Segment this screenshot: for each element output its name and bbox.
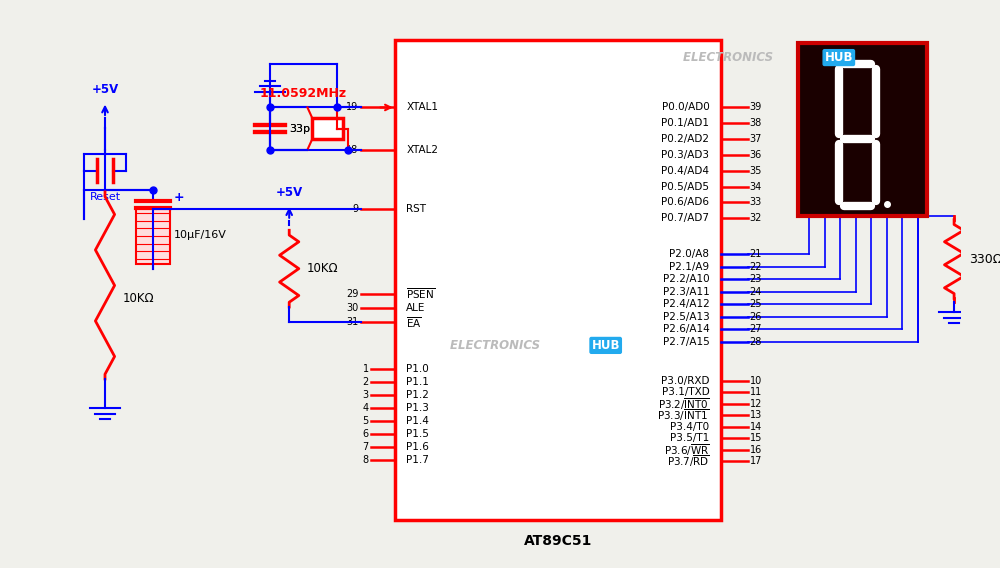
Text: P3.4/T0: P3.4/T0: [670, 422, 709, 432]
Text: P3.2/$\overline{\mathrm{INT0}}$: P3.2/$\overline{\mathrm{INT0}}$: [658, 396, 709, 412]
Text: P1.2: P1.2: [406, 390, 429, 400]
Text: P0.4/AD4: P0.4/AD4: [661, 166, 709, 176]
Text: P3.5/T1: P3.5/T1: [670, 433, 709, 444]
Text: 27: 27: [750, 324, 762, 334]
Text: 26: 26: [750, 312, 762, 321]
Text: XTAL2: XTAL2: [406, 145, 438, 154]
Text: RST: RST: [406, 204, 426, 214]
Text: ELECTRONICS: ELECTRONICS: [450, 339, 545, 352]
Text: 10KΩ: 10KΩ: [306, 262, 338, 275]
Text: P1.4: P1.4: [406, 416, 429, 426]
Text: 6: 6: [363, 429, 369, 438]
Text: P0.1/AD1: P0.1/AD1: [661, 118, 709, 128]
Text: 11: 11: [750, 387, 762, 398]
Text: 22: 22: [750, 262, 762, 272]
Text: 15: 15: [750, 433, 762, 444]
Text: ALE: ALE: [406, 303, 426, 313]
Text: P1.0: P1.0: [406, 364, 429, 374]
Text: P1.1: P1.1: [406, 377, 429, 387]
Text: 12: 12: [750, 399, 762, 409]
Text: 5: 5: [363, 416, 369, 426]
Text: Reset: Reset: [89, 192, 121, 202]
Text: P3.3/$\overline{\mathrm{INT1}}$: P3.3/$\overline{\mathrm{INT1}}$: [657, 408, 709, 423]
Text: 31: 31: [346, 318, 358, 327]
Text: P2.2/A10: P2.2/A10: [663, 274, 709, 284]
Text: 39: 39: [750, 102, 762, 112]
Text: P3.0/RXD: P3.0/RXD: [661, 376, 709, 386]
Bar: [395, 40, 721, 520]
Text: 7: 7: [363, 442, 369, 452]
Text: +5V: +5V: [276, 186, 303, 199]
Text: $\overline{\mathrm{EA}}$: $\overline{\mathrm{EA}}$: [406, 315, 422, 330]
Text: 21: 21: [750, 249, 762, 259]
Bar: [798, 43, 927, 216]
Text: P0.3/AD3: P0.3/AD3: [661, 150, 709, 160]
Text: ELECTRONICS: ELECTRONICS: [683, 51, 777, 64]
Text: P3.7/$\overline{\mathrm{RD}}$: P3.7/$\overline{\mathrm{RD}}$: [667, 454, 709, 469]
Text: 38: 38: [750, 118, 762, 128]
Text: 33: 33: [750, 198, 762, 207]
Text: 33pF: 33pF: [289, 124, 317, 133]
Text: P2.4/A12: P2.4/A12: [663, 299, 709, 309]
Text: 32: 32: [750, 213, 762, 223]
Text: 28: 28: [750, 337, 762, 346]
Bar: [136, 208, 170, 264]
Text: 30: 30: [346, 303, 358, 313]
Text: 17: 17: [750, 457, 762, 466]
Text: 330Ω: 330Ω: [969, 253, 1000, 266]
Text: 13: 13: [750, 411, 762, 420]
Text: 10KΩ: 10KΩ: [122, 293, 154, 306]
Text: P1.3: P1.3: [406, 403, 429, 413]
Text: P2.6/A14: P2.6/A14: [663, 324, 709, 334]
Text: 29: 29: [346, 289, 358, 299]
Text: P2.7/A15: P2.7/A15: [663, 337, 709, 346]
Text: 10µF/16V: 10µF/16V: [174, 230, 227, 240]
Text: 8: 8: [363, 454, 369, 465]
Text: 23: 23: [750, 274, 762, 284]
Text: 9: 9: [352, 204, 358, 214]
Text: AT89C51: AT89C51: [524, 534, 592, 549]
Text: P2.5/A13: P2.5/A13: [663, 312, 709, 321]
Text: P3.6/$\overline{\mathrm{WR}}$: P3.6/$\overline{\mathrm{WR}}$: [664, 442, 709, 458]
Text: 25: 25: [750, 299, 762, 309]
Text: P2.1/A9: P2.1/A9: [669, 262, 709, 272]
Text: 18: 18: [346, 145, 358, 154]
Text: P0.5/AD5: P0.5/AD5: [661, 182, 709, 191]
Text: 4: 4: [363, 403, 369, 413]
Text: P0.2/AD2: P0.2/AD2: [661, 134, 709, 144]
Text: 34: 34: [750, 182, 762, 191]
Text: P1.7: P1.7: [406, 454, 429, 465]
Text: +5V: +5V: [91, 83, 119, 96]
Text: XTAL1: XTAL1: [406, 102, 438, 112]
Text: 37: 37: [750, 134, 762, 144]
Text: P1.6: P1.6: [406, 442, 429, 452]
Text: $\overline{\mathrm{PSEN}}$: $\overline{\mathrm{PSEN}}$: [406, 286, 435, 301]
Text: HUB: HUB: [591, 339, 620, 352]
Text: 33pF: 33pF: [289, 124, 317, 133]
Bar: [312, 118, 343, 139]
Text: 36: 36: [750, 150, 762, 160]
Text: P0.6/AD6: P0.6/AD6: [661, 198, 709, 207]
Text: P2.3/A11: P2.3/A11: [663, 287, 709, 296]
Text: 14: 14: [750, 422, 762, 432]
Text: 2: 2: [363, 377, 369, 387]
Text: P1.5: P1.5: [406, 429, 429, 438]
Text: 10: 10: [750, 376, 762, 386]
Text: P0.7/AD7: P0.7/AD7: [661, 213, 709, 223]
Text: HUB: HUB: [825, 51, 853, 64]
Text: P2.0/A8: P2.0/A8: [669, 249, 709, 259]
Text: 19: 19: [346, 102, 358, 112]
Text: 11.0592MHz: 11.0592MHz: [259, 87, 347, 100]
Text: +: +: [174, 191, 185, 204]
Text: 24: 24: [750, 287, 762, 296]
Text: 35: 35: [750, 166, 762, 176]
Text: P0.0/AD0: P0.0/AD0: [662, 102, 709, 112]
Text: 16: 16: [750, 445, 762, 455]
Text: 3: 3: [363, 390, 369, 400]
Text: P3.1/TXD: P3.1/TXD: [662, 387, 709, 398]
Text: 1: 1: [363, 364, 369, 374]
